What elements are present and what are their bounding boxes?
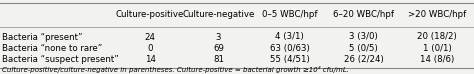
Text: Culture-negative: Culture-negative — [182, 10, 255, 19]
Text: 24: 24 — [145, 32, 155, 42]
Text: 0–5 WBC/hpf: 0–5 WBC/hpf — [262, 10, 318, 19]
Text: >20 WBC/hpf: >20 WBC/hpf — [408, 10, 466, 19]
Text: 20 (18/2): 20 (18/2) — [417, 32, 457, 42]
Text: 4 (3/1): 4 (3/1) — [275, 32, 304, 42]
Text: Bacteria “none to rare”: Bacteria “none to rare” — [2, 44, 102, 53]
Text: 5 (0/5): 5 (0/5) — [349, 44, 378, 53]
Text: 14 (8/6): 14 (8/6) — [420, 55, 454, 64]
Text: 0: 0 — [147, 44, 153, 53]
Text: 3: 3 — [216, 32, 221, 42]
Text: 26 (2/24): 26 (2/24) — [344, 55, 383, 64]
Text: Culture-positive: Culture-positive — [116, 10, 184, 19]
Text: 81: 81 — [213, 55, 224, 64]
Text: Bacteria “suspect present”: Bacteria “suspect present” — [2, 55, 119, 64]
Text: 55 (4/51): 55 (4/51) — [270, 55, 310, 64]
Text: 6–20 WBC/hpf: 6–20 WBC/hpf — [333, 10, 394, 19]
Text: 3 (3/0): 3 (3/0) — [349, 32, 378, 42]
Text: Bacteria “present”: Bacteria “present” — [2, 32, 83, 42]
Text: 63 (0/63): 63 (0/63) — [270, 44, 310, 53]
Text: 69: 69 — [213, 44, 224, 53]
Text: 14: 14 — [145, 55, 155, 64]
Text: 1 (0/1): 1 (0/1) — [423, 44, 452, 53]
Text: Culture-positive/culture-negative in parentheses. Culture-positive = bacterial g: Culture-positive/culture-negative in par… — [2, 66, 349, 73]
